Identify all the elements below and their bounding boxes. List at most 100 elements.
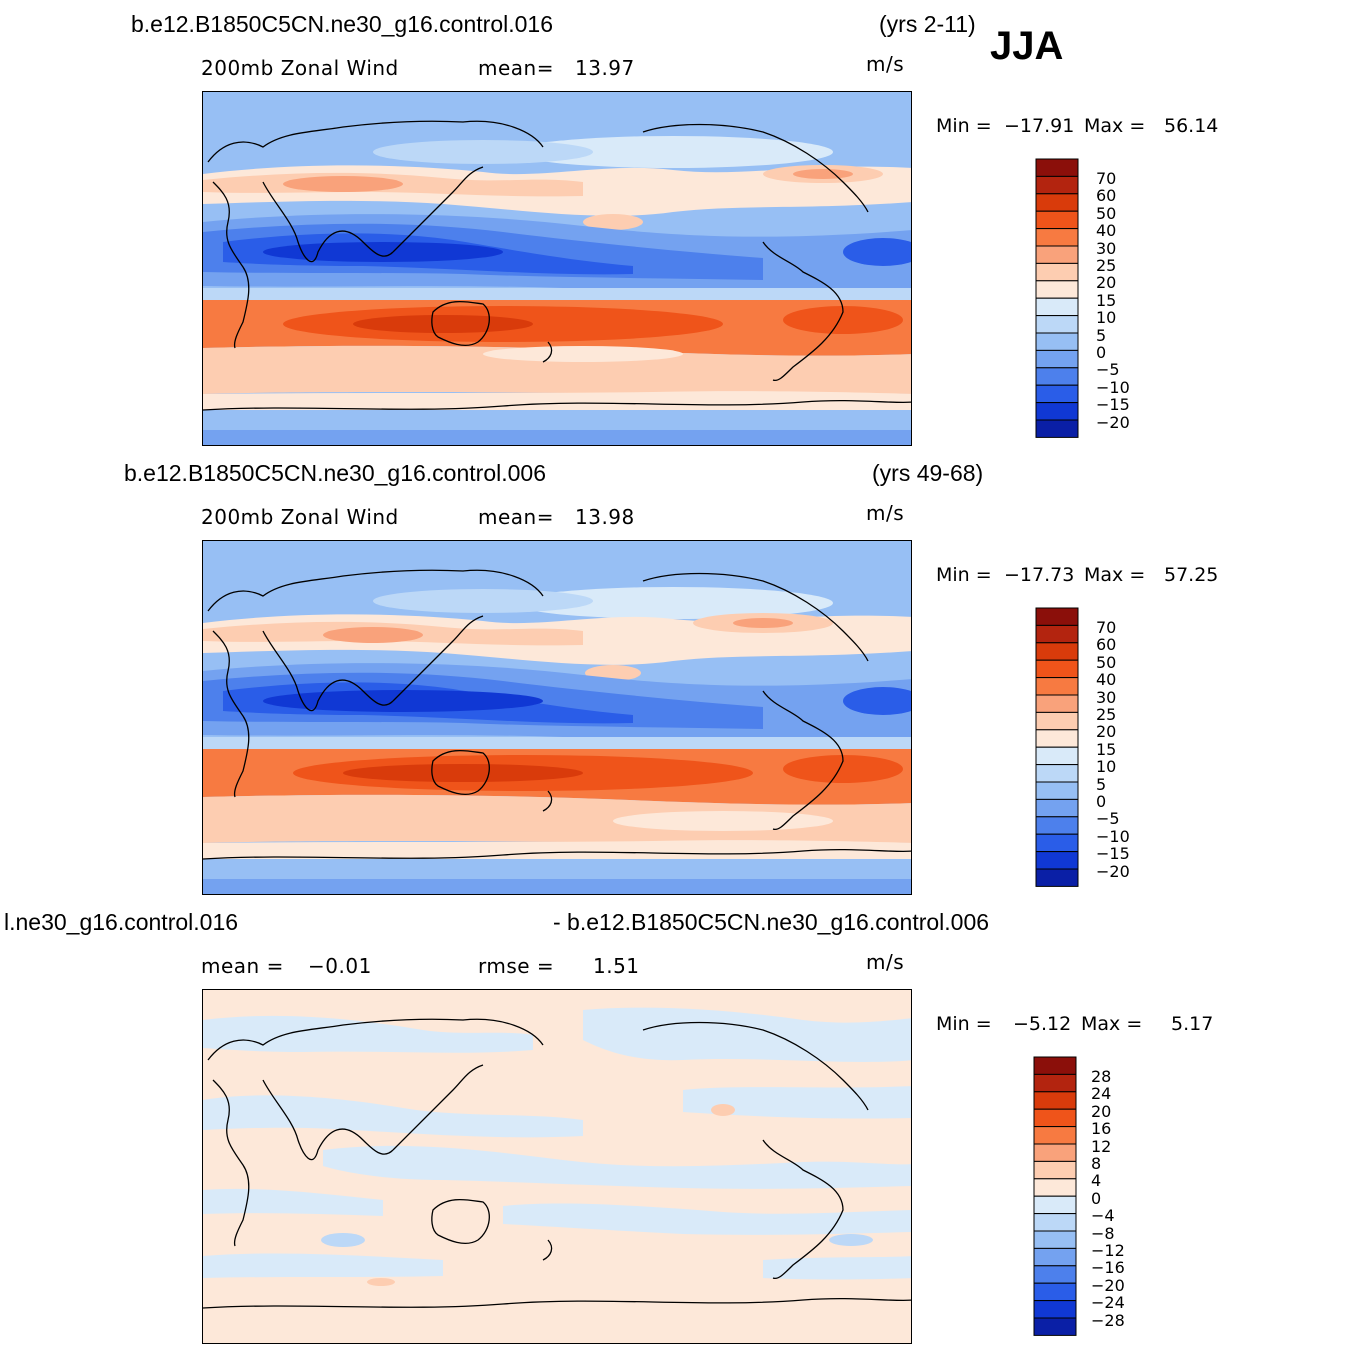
colorbar-swatch — [1035, 781, 1079, 800]
colorbar-swatch — [1033, 1282, 1077, 1302]
panel-3-cb-label: 12 — [1091, 1136, 1112, 1156]
colorbar-swatch — [1035, 332, 1079, 351]
colorbar-swatch — [1033, 1178, 1077, 1197]
colorbar-swatch — [1035, 642, 1079, 661]
panel-2-cb-label: 0 — [1096, 792, 1107, 811]
panel-2-cb-label: 30 — [1096, 687, 1117, 707]
colorbar-swatch — [1033, 1213, 1077, 1232]
panel-3-max-value: 5.17 — [1171, 1013, 1214, 1035]
colorbar-swatch — [1035, 419, 1079, 438]
colorbar-swatch — [1033, 1195, 1077, 1215]
panel-1-cb-label: −5 — [1096, 360, 1120, 380]
colorbar-swatch — [1033, 1265, 1077, 1284]
panel-2-mean-label: mean= — [478, 505, 554, 529]
colorbar-swatch — [1035, 711, 1079, 731]
colorbar-swatch — [1033, 1230, 1077, 1249]
panel-1-min-label: Min = — [936, 115, 992, 137]
panel-3-cb-label: 0 — [1091, 1188, 1102, 1208]
panel-1-case-title: b.e12.B1850C5CN.ne30_g16.control.016 — [131, 11, 553, 37]
panel-2-max-label: Max = — [1084, 564, 1146, 586]
panel-3-cb-label: −28 — [1091, 1310, 1125, 1330]
colorbar-swatch — [1035, 315, 1079, 334]
panel-3-cb-label: 20 — [1091, 1101, 1112, 1121]
colorbar-swatch — [1035, 280, 1079, 299]
panel-3-cb-label: −24 — [1091, 1293, 1125, 1313]
colorbar-swatch — [1035, 158, 1079, 177]
colorbar-swatch — [1035, 868, 1079, 887]
panel-3-min-value: −5.12 — [1013, 1013, 1072, 1035]
colorbar-swatch — [1033, 1108, 1077, 1128]
colorbar-swatch — [1035, 175, 1079, 195]
colorbar-swatch — [1035, 349, 1079, 369]
colorbar-swatch — [1035, 624, 1079, 644]
panel-2-cb-label: 40 — [1096, 670, 1117, 690]
panel-3-cb-label: 4 — [1091, 1171, 1102, 1191]
colorbar-swatch — [1035, 228, 1079, 247]
season-label: JJA — [990, 24, 1064, 68]
colorbar-swatch — [1033, 1160, 1077, 1180]
panel-1-cb-label: 25 — [1096, 256, 1117, 275]
colorbar-swatch — [1035, 851, 1079, 870]
panel-2-cb-label: −15 — [1096, 844, 1130, 864]
panel-3-max-label: Max = — [1081, 1013, 1143, 1035]
colorbar-swatch — [1035, 210, 1079, 230]
colorbar-swatch — [1035, 262, 1079, 282]
panel-2-cb-label: 70 — [1096, 618, 1117, 637]
colorbar-swatch — [1033, 1300, 1077, 1319]
panel-2-cb-label: 10 — [1096, 757, 1117, 777]
panel-1-years: (yrs 2-11) — [879, 11, 976, 37]
colorbar-swatch — [1035, 729, 1079, 748]
panel-2-units: m/s — [866, 501, 905, 525]
panel-3-cb-label: −4 — [1091, 1206, 1115, 1226]
panel-2-cb-label: 25 — [1096, 705, 1117, 724]
panel-3-mean-label: mean = — [201, 954, 284, 978]
panel-3-mean-value: −0.01 — [308, 954, 372, 978]
panel-1-map — [202, 91, 912, 446]
colorbar-swatch — [1035, 193, 1079, 212]
panel-3-cb-label: 24 — [1091, 1084, 1112, 1104]
panel-1-cb-label: 50 — [1096, 203, 1117, 223]
panel-2-cb-label: −5 — [1096, 809, 1120, 829]
panel-2-min-label: Min = — [936, 564, 992, 586]
colorbar-swatch — [1033, 1126, 1077, 1145]
panel-2-cb-label: 60 — [1096, 635, 1117, 655]
colorbar-swatch — [1033, 1247, 1077, 1267]
colorbar-swatch — [1033, 1073, 1077, 1093]
colorbar-swatch — [1035, 816, 1079, 835]
panel-2-cb-label: −20 — [1096, 861, 1130, 881]
colorbar-swatch — [1035, 833, 1079, 853]
panel-1-cb-label: 10 — [1096, 308, 1117, 328]
colorbar-swatch — [1035, 367, 1079, 386]
panel-1-cb-label: −10 — [1096, 377, 1130, 397]
colorbar-swatch — [1035, 402, 1079, 421]
panel-3-case-title: l.ne30_g16.control.016 — [4, 909, 239, 935]
colorbar-swatch — [1035, 659, 1079, 679]
panel-1-cb-label: 30 — [1096, 238, 1117, 258]
panel-3-min-label: Min = — [936, 1013, 992, 1035]
colorbar-swatch — [1035, 764, 1079, 783]
colorbar-swatch — [1035, 607, 1079, 626]
panel-1-cb-label: 70 — [1096, 169, 1117, 188]
colorbar-swatch — [1033, 1317, 1077, 1336]
panel-2-cb-label: −10 — [1096, 826, 1130, 846]
colorbar-swatch — [1033, 1091, 1077, 1110]
panel-1-max-label: Max = — [1084, 115, 1146, 137]
panel-1-mean-value: 13.97 — [575, 56, 635, 80]
panel-1-cb-label: 0 — [1096, 343, 1107, 362]
panel-1-min-value: −17.91 — [1004, 115, 1075, 137]
panel-2-cb-label: 50 — [1096, 652, 1117, 672]
panel-1-mean-label: mean= — [478, 56, 554, 80]
colorbar-swatch — [1035, 677, 1079, 696]
panel-1-cb-label: 5 — [1096, 325, 1107, 345]
panel-1-cb-label: 60 — [1096, 186, 1117, 206]
panel-3-cb-label: 8 — [1091, 1154, 1102, 1173]
panel-2-min-value: −17.73 — [1004, 564, 1075, 586]
panel-2-years: (yrs 49-68) — [872, 460, 984, 486]
panel-1-cb-label: 40 — [1096, 221, 1117, 241]
panel-2-max-value: 57.25 — [1164, 564, 1219, 586]
panel-1-max-value: 56.14 — [1164, 115, 1219, 137]
colorbar-swatch — [1033, 1143, 1077, 1162]
panel-3-minus-case: - b.e12.B1850C5CN.ne30_g16.control.006 — [553, 909, 990, 935]
panel-2-map — [202, 540, 912, 895]
panel-2-cb-label: 20 — [1096, 722, 1117, 742]
